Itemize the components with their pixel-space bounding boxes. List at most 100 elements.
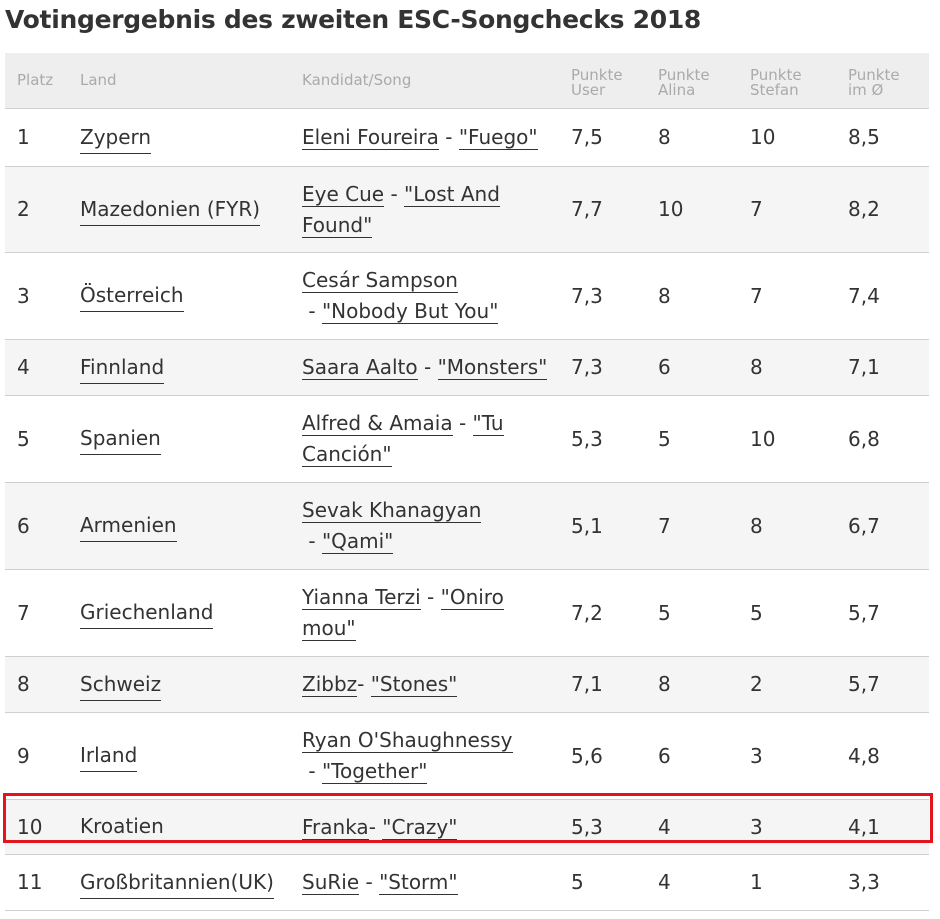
cell-stefan: 1 <box>750 870 763 894</box>
country-link[interactable]: Kroatien <box>80 811 164 843</box>
song-link[interactable]: "Fuego" <box>458 125 538 150</box>
table-body: 1 Zypern Eleni Foureira - "Fuego" 7,5 8 10 8,5… <box>5 109 929 911</box>
cell-song: Sevak Khanagyan - "Qami" <box>302 483 557 569</box>
cell-song: Zibbz- "Stones" <box>302 657 557 712</box>
cell-avg: 8,2 <box>848 197 880 221</box>
cell-song: Saara Aalto - "Monsters" <box>302 340 557 395</box>
cell-alina: 6 <box>658 743 671 768</box>
artist-link[interactable]: SuRie <box>302 870 360 895</box>
song-link[interactable]: "Stones" <box>370 672 458 697</box>
separator: - <box>302 299 322 323</box>
song-link[interactable]: "Qami" <box>321 529 394 554</box>
cell-avg: 8,5 <box>848 125 880 149</box>
cell-alina: 8 <box>658 672 671 696</box>
artist-link[interactable]: Yianna Terzi <box>302 585 421 610</box>
cell-song: Yianna Terzi - "Oniro mou" <box>302 570 557 656</box>
table-row: 3 Österreich Cesár Sampson - "Nobody But Y… <box>5 253 929 340</box>
separator: - <box>359 870 380 894</box>
header-land: Land <box>80 71 117 89</box>
country-link[interactable]: Schweiz <box>80 669 162 701</box>
table-header: Platz Land Kandidat/Song Punkte User Pun… <box>5 53 929 109</box>
separator: - <box>357 672 371 696</box>
table-row: 4 Finnland Saara Aalto - "Monsters" 7,3 6 8 7,… <box>5 340 929 396</box>
song-link[interactable]: "Tu Canción" <box>302 411 504 467</box>
separator: - <box>302 529 322 553</box>
cell-user: 7,3 <box>571 355 603 379</box>
cell-user: 7,7 <box>571 197 603 221</box>
cell-alina: 10 <box>658 197 684 221</box>
country-link[interactable]: Österreich <box>80 280 184 312</box>
cell-song: Ryan O'Shaughnessy - "Together" <box>302 713 557 799</box>
country-link[interactable]: Spanien <box>80 423 161 455</box>
country-link[interactable]: Armenien <box>80 510 177 542</box>
cell-avg: 6,8 <box>848 426 880 451</box>
cell-user: 7,2 <box>571 600 603 625</box>
cell-user: 7,3 <box>571 283 603 308</box>
separator: - <box>368 814 383 839</box>
table-row: 10 Kroatien Franka- "Crazy" 5,3 4 3 4,1 <box>5 800 929 855</box>
artist-link[interactable]: Saara Aalto <box>302 355 418 380</box>
cell-platz: 11 <box>17 870 43 894</box>
cell-platz: 3 <box>17 283 30 308</box>
artist-link[interactable]: Franka <box>302 814 369 840</box>
page-title: Votingergebnis des zweiten ESC-Songcheck… <box>5 5 702 34</box>
cell-song: Cesár Sampson - "Nobody But You" <box>302 253 557 339</box>
cell-avg: 4,1 <box>848 814 880 839</box>
song-link[interactable]: "Lost And Found" <box>302 181 500 238</box>
song-link[interactable]: "Crazy" <box>382 814 458 840</box>
table-row: 11 Großbritannien(UK) SuRie - "Storm" 5 4 1 3,… <box>5 855 929 911</box>
cell-user: 5,6 <box>571 743 603 768</box>
cell-stefan: 8 <box>750 513 763 538</box>
cell-user: 5,3 <box>571 814 603 839</box>
artist-link[interactable]: Eleni Foureira <box>302 125 439 150</box>
separator: - <box>452 411 473 435</box>
header-avg: Punkte im Ø <box>848 68 900 98</box>
table-row: 5 Spanien Alfred & Amaia - "Tu Canción" 5,3… <box>5 396 929 483</box>
header-stefan: Punkte Stefan <box>750 68 802 98</box>
cell-user: 5,3 <box>571 426 603 451</box>
country-link[interactable]: Irland <box>80 740 138 772</box>
header-stefan-line2: Stefan <box>750 81 799 99</box>
cell-land: Irland <box>80 713 138 799</box>
cell-stefan: 10 <box>750 426 776 451</box>
cell-land: Finnland <box>80 340 165 395</box>
cell-land: Armenien <box>80 483 177 569</box>
artist-link[interactable]: Sevak Khanagyan <box>302 498 482 523</box>
header-alina-line2: Alina <box>658 81 696 99</box>
cell-song: SuRie - "Storm" <box>302 855 557 910</box>
results-table: Platz Land Kandidat/Song Punkte User Pun… <box>5 53 929 911</box>
song-link[interactable]: "Oniro mou" <box>302 585 504 641</box>
cell-stefan: 10 <box>750 125 776 149</box>
song-link[interactable]: "Nobody But You" <box>321 299 499 324</box>
cell-alina: 8 <box>658 125 671 149</box>
table-row: 1 Zypern Eleni Foureira - "Fuego" 7,5 8 10 8,5 <box>5 109 929 167</box>
table-row: 9 Irland Ryan O'Shaughnessy - "Together" 5,… <box>5 713 929 800</box>
separator: - <box>438 125 459 149</box>
table-row: 7 Griechenland Yianna Terzi - "Oniro mou" 7… <box>5 570 929 657</box>
cell-land: Österreich <box>80 253 184 339</box>
country-link[interactable]: Großbritannien(UK) <box>80 867 274 899</box>
country-link[interactable]: Mazedonien (FYR) <box>80 194 261 226</box>
song-link[interactable]: "Storm" <box>379 870 458 895</box>
song-link[interactable]: "Together" <box>321 759 428 784</box>
artist-link[interactable]: Eye Cue <box>302 181 385 207</box>
header-avg-line2: im Ø <box>848 81 884 99</box>
cell-alina: 4 <box>658 870 671 894</box>
cell-stefan: 2 <box>750 672 763 696</box>
separator: - <box>417 355 438 379</box>
artist-link[interactable]: Ryan O'Shaughnessy <box>302 728 513 753</box>
cell-avg: 4,8 <box>848 743 880 768</box>
artist-link[interactable]: Alfred & Amaia <box>302 411 453 436</box>
country-link[interactable]: Zypern <box>80 122 152 154</box>
artist-link[interactable]: Zibbz <box>302 672 358 697</box>
country-link[interactable]: Finnland <box>80 352 165 384</box>
cell-land: Kroatien <box>80 800 164 854</box>
cell-avg: 5,7 <box>848 672 880 696</box>
artist-link[interactable]: Cesár Sampson <box>302 268 458 293</box>
table-row: 2 Mazedonien (FYR) Eye Cue - "Lost And Fou… <box>5 167 929 253</box>
country-link[interactable]: Griechenland <box>80 597 214 629</box>
cell-alina: 6 <box>658 355 671 379</box>
cell-alina: 4 <box>658 814 671 839</box>
song-link[interactable]: "Monsters" <box>437 355 548 380</box>
cell-song: Eleni Foureira - "Fuego" <box>302 109 557 166</box>
